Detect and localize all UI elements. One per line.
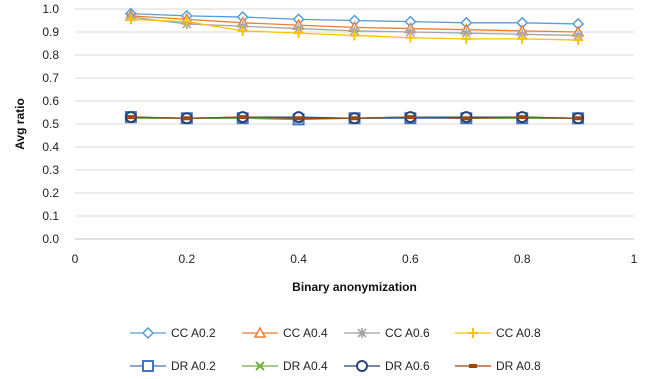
- legend-item: CC A0.6: [344, 326, 430, 340]
- y-tick-label: 0.3: [42, 163, 59, 177]
- y-axis-ticks: 0.0 0.1 0.2 0.3 0.4 0.5 0.6 0.7 0.8 0.9 1.0: [42, 2, 59, 246]
- legend-item: DR A0.2: [130, 359, 216, 373]
- x-tick-label: 0.4: [290, 252, 307, 266]
- data-point: [238, 115, 247, 120]
- y-tick-label: 0.5: [42, 117, 59, 131]
- data-point: [182, 116, 191, 121]
- data-point: [237, 25, 248, 36]
- plot-series: [124, 7, 585, 126]
- legend-marker: [356, 360, 368, 372]
- data-point: [405, 27, 416, 37]
- legend-marker: [142, 360, 154, 372]
- data-point: [517, 33, 528, 44]
- legend-marker: [469, 364, 477, 368]
- y-tick-label: 1.0: [42, 2, 59, 16]
- series-4: [125, 14, 584, 46]
- legend-item: CC A0.4: [242, 326, 328, 340]
- legend-label: DR A0.6: [385, 359, 430, 373]
- legend-label: CC A0.8: [496, 326, 541, 340]
- data-point: [125, 14, 136, 25]
- x-tick-label: 0.8: [514, 252, 531, 266]
- data-point: [405, 32, 416, 43]
- legend-label: CC A0.2: [171, 326, 216, 340]
- legend-label: CC A0.6: [385, 326, 430, 340]
- data-point: [462, 116, 471, 121]
- legend-label: DR A0.8: [496, 359, 541, 373]
- data-point: [406, 115, 415, 120]
- legend-marker: [468, 328, 478, 338]
- x-tick-label: 0.2: [178, 252, 195, 266]
- legend-label: CC A0.4: [283, 326, 328, 340]
- legend-marker: [253, 326, 267, 338]
- data-point: [294, 116, 303, 121]
- x-tick-label: 0: [72, 252, 79, 266]
- y-tick-label: 0.9: [42, 25, 59, 39]
- data-point: [461, 33, 472, 44]
- legend-item: CC A0.8: [455, 326, 541, 340]
- data-point: [293, 28, 304, 39]
- y-tick-label: 0.2: [42, 186, 59, 200]
- y-tick-label: 0.0: [42, 232, 59, 246]
- data-point: [461, 28, 472, 39]
- y-tick-label: 0.7: [42, 71, 59, 85]
- legend-item: DR A0.8: [455, 359, 541, 373]
- y-tick-label: 0.4: [42, 140, 59, 154]
- x-axis-title: Binary anonymization: [292, 280, 417, 294]
- y-tick-label: 0.8: [42, 48, 59, 62]
- data-point: [349, 30, 360, 41]
- x-tick-label: 0.6: [402, 252, 419, 266]
- legend-label: DR A0.4: [283, 359, 328, 373]
- legend: CC A0.2 CC A0.4 CC A0.6 CC A0.8 DR A0.2 DR A0…: [130, 326, 541, 373]
- data-point: [350, 116, 359, 121]
- x-tick-label: 1: [631, 252, 638, 266]
- y-tick-label: 0.1: [42, 209, 59, 223]
- legend-label: DR A0.2: [171, 359, 216, 373]
- legend-item: CC A0.2: [130, 326, 216, 340]
- legend-marker: [141, 326, 155, 340]
- data-point: [181, 16, 192, 27]
- series-8: [126, 115, 583, 121]
- x-axis-ticks: 0 0.2 0.4 0.6 0.8 1: [72, 252, 638, 266]
- legend-marker: [255, 361, 265, 371]
- data-point: [126, 115, 135, 120]
- y-axis-title: Avg ratio: [13, 98, 27, 150]
- data-point: [573, 35, 584, 46]
- y-tick-label: 0.6: [42, 94, 59, 108]
- data-point: [518, 115, 527, 120]
- data-point: [574, 116, 583, 121]
- legend-item: DR A0.6: [344, 359, 430, 373]
- legend-marker: [357, 328, 367, 338]
- legend-item: DR A0.4: [242, 359, 328, 373]
